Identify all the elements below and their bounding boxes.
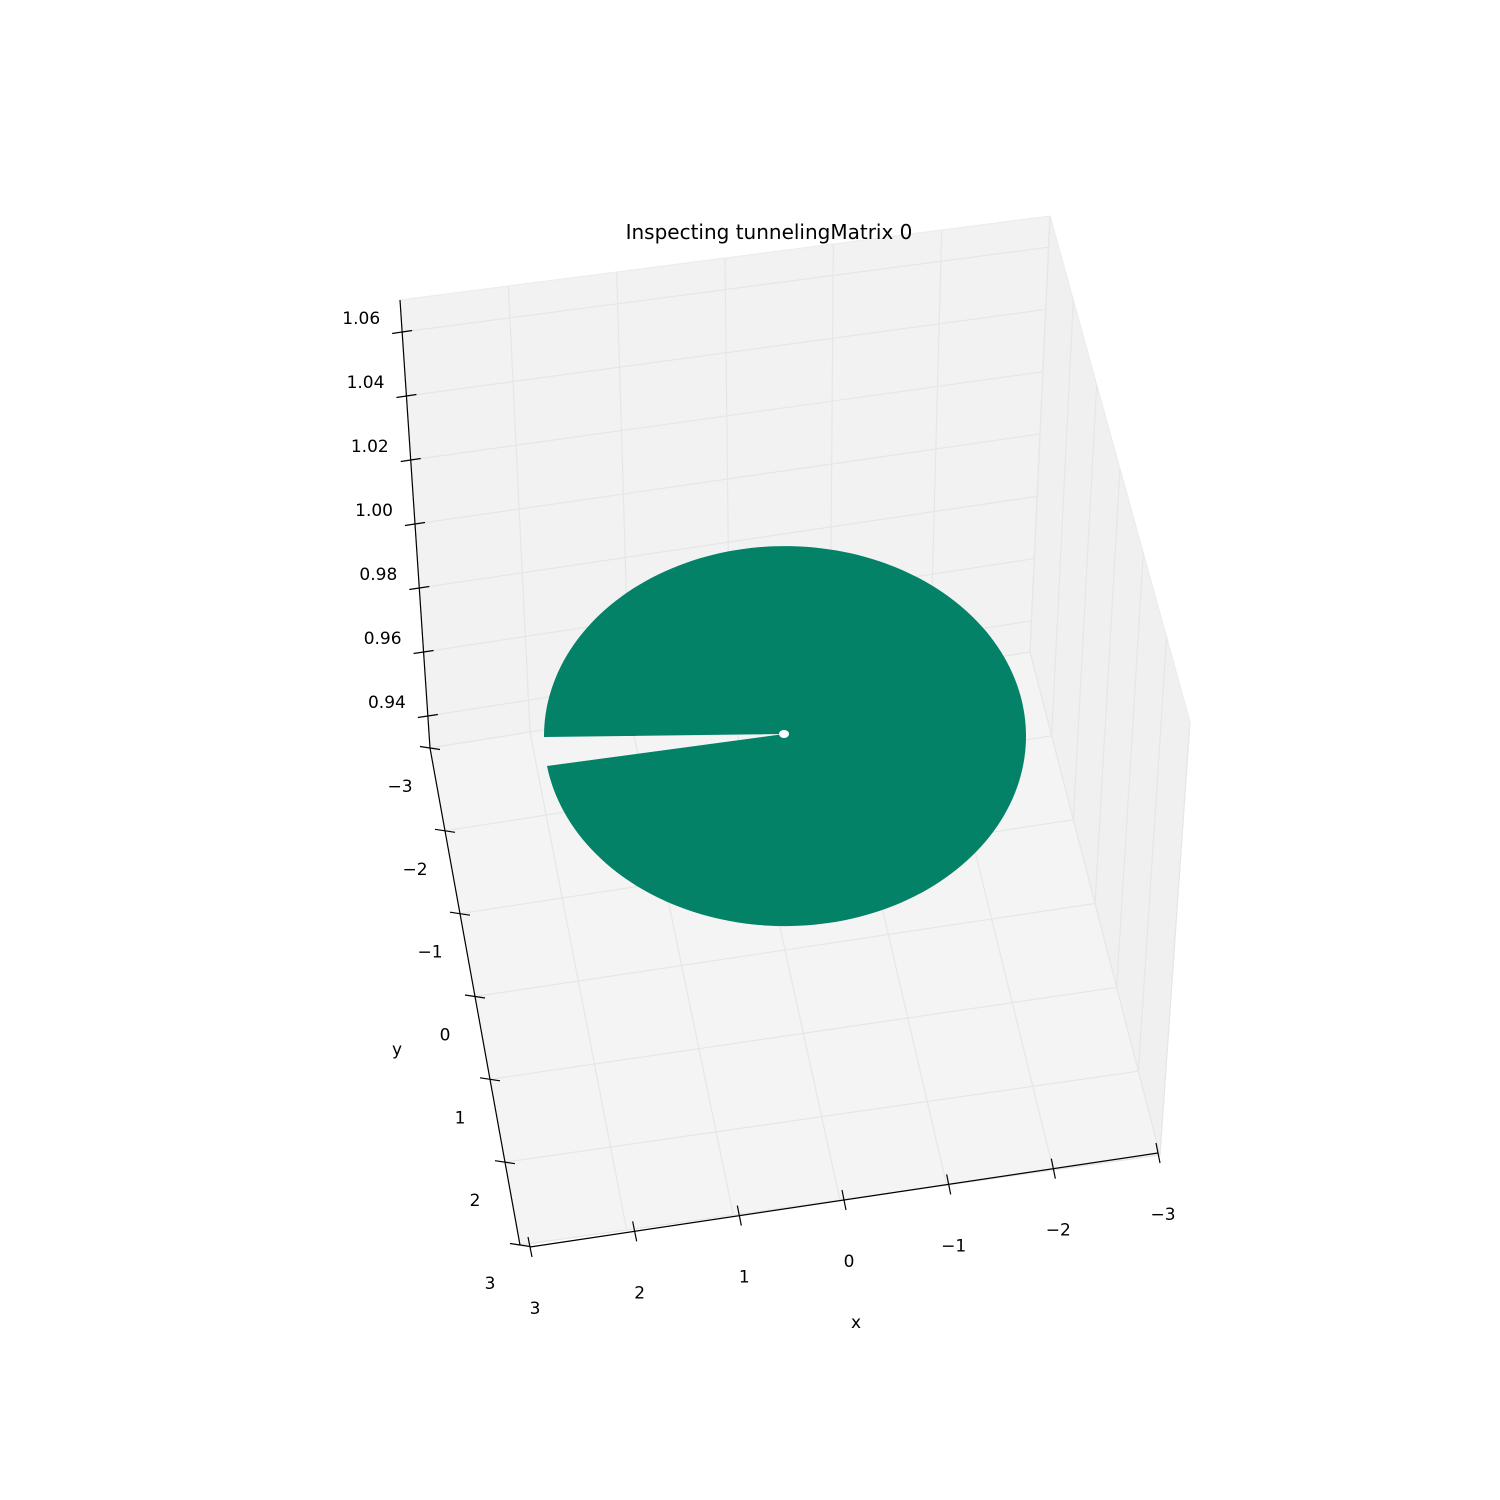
x-tick [946,1174,952,1195]
x-tick-label: 0 [844,1252,855,1272]
z-tick-label: 1.06 [342,309,380,329]
y-tick-label: 0 [440,1026,451,1046]
y-tick-label: −2 [402,860,427,880]
back-gridline-z [406,308,1046,397]
z-tick [392,329,413,335]
x-tick [841,1189,847,1211]
z-tick-label: 1.02 [351,437,389,457]
chart-title: Inspecting tunnelingMatrix 0 [626,220,913,244]
z-tick-label: 1.04 [347,373,385,393]
side-gridline-y [1159,721,1191,1156]
y-tick [464,994,486,999]
x-tick-label: 3 [530,1299,541,1319]
y-tick [449,911,471,916]
y-axis-title: y [392,1040,402,1060]
back-gridline-z [414,433,1041,525]
x-tick-label: −3 [1150,1205,1175,1225]
z-tick [400,457,421,463]
y-tick [509,1242,531,1248]
axis-ticks: 1.06 1.04 1.02 1.00 0.98 0.96 0.94 −3 −2 −1 0 1 2 3 3 2… [342,309,1175,1319]
x-tick [1155,1142,1161,1164]
y-tick-label: 1 [455,1108,466,1128]
x-tick-label: 1 [739,1268,750,1288]
side-gridline-y [1116,553,1144,988]
z-tick [409,585,430,591]
y-tick [419,745,441,751]
x-tick [1050,1158,1056,1179]
y-tick [479,1077,501,1082]
x-axis-title: x [851,1313,861,1333]
x-tick-label: −2 [1046,1221,1071,1241]
z-tick-label: 1.00 [355,501,393,521]
y-tick-label: 3 [485,1274,496,1294]
surface-center-hole [779,730,789,738]
z-tick [417,713,438,719]
z-tick-label: 0.96 [364,629,402,649]
floor-gridline-y [504,1070,1139,1163]
side-gridline-y [1137,637,1168,1072]
back-gridline-z [419,495,1038,589]
side-gridline-y [1051,300,1074,736]
z-tick [396,393,417,399]
y-tick-label: −3 [387,777,412,797]
side-gridline-y [1072,384,1098,820]
x-tick-label: 2 [634,1283,645,1303]
y-tick [494,1160,516,1165]
side-gridline-y [1029,215,1051,653]
z-tick-label: 0.94 [368,693,406,713]
z-tick-label: 0.98 [359,565,397,585]
back-gridline-z [410,371,1043,461]
y-tick [434,828,456,833]
y-tick-label: −1 [417,943,442,963]
x-tick-label: −1 [941,1236,966,1256]
z-tick [413,649,434,655]
y-tick-label: 2 [470,1191,481,1211]
x-tick [527,1236,533,1258]
back-gridline-z [402,246,1049,333]
surface-layer [543,546,1026,927]
x-tick [736,1205,742,1226]
side-gridline-y [1094,468,1121,904]
x-tick [632,1221,638,1242]
z-tick [404,521,426,527]
